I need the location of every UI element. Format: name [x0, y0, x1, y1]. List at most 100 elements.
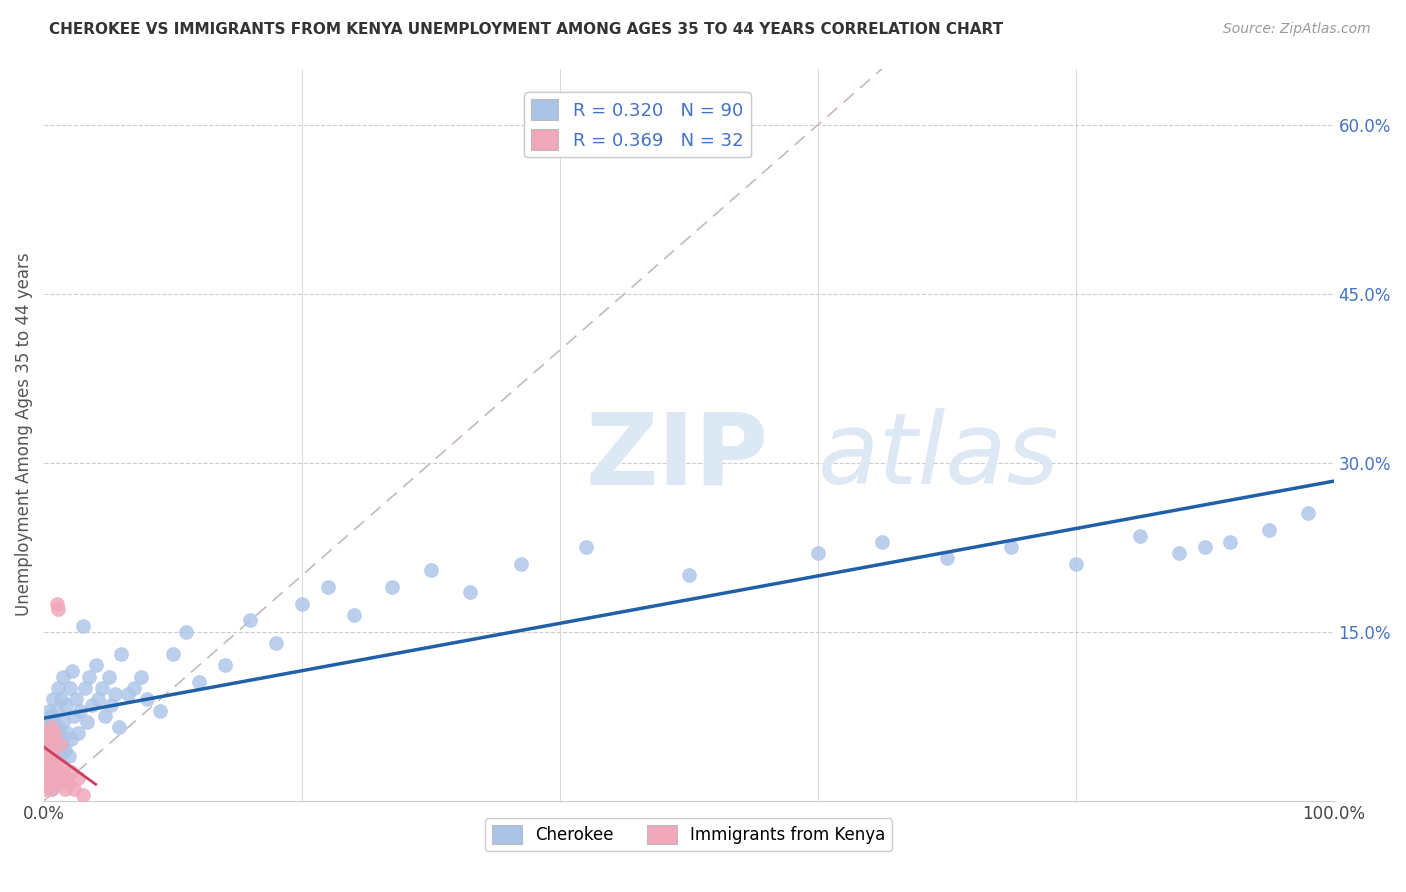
- Point: [38, 765, 60, 780]
- Point: [381, 580, 404, 594]
- Point: [48, 737, 70, 751]
- Point: [316, 580, 339, 594]
- Point: [58, 777, 80, 791]
- Point: [108, 720, 131, 734]
- Point: [55, 771, 77, 785]
- Point: [55, 698, 77, 712]
- Point: [46, 681, 69, 695]
- Point: [136, 692, 159, 706]
- Point: [44, 714, 66, 729]
- Point: [72, 788, 94, 802]
- Point: [62, 782, 84, 797]
- Y-axis label: Unemployment Among Ages 35 to 44 years: Unemployment Among Ages 35 to 44 years: [15, 252, 32, 616]
- Point: [87, 692, 110, 706]
- Point: [48, 748, 70, 763]
- Point: [34, 760, 56, 774]
- Point: [42, 692, 65, 706]
- Point: [35, 731, 58, 746]
- Point: [75, 681, 97, 695]
- Point: [49, 765, 72, 780]
- Point: [34, 731, 56, 746]
- Point: [342, 607, 364, 622]
- Point: [51, 737, 73, 751]
- Point: [41, 726, 63, 740]
- Point: [117, 687, 139, 701]
- Point: [52, 670, 75, 684]
- Point: [264, 636, 287, 650]
- Point: [41, 731, 63, 746]
- Point: [1167, 546, 1189, 560]
- Point: [41, 760, 63, 774]
- Point: [575, 540, 598, 554]
- Point: [37, 737, 59, 751]
- Point: [58, 748, 80, 763]
- Point: [46, 704, 69, 718]
- Point: [69, 704, 91, 718]
- Point: [39, 709, 62, 723]
- Point: [45, 731, 67, 746]
- Point: [35, 748, 58, 763]
- Point: [45, 754, 67, 768]
- Point: [42, 771, 65, 785]
- Point: [35, 771, 58, 785]
- Point: [162, 647, 184, 661]
- Point: [46, 720, 69, 734]
- Point: [66, 726, 89, 740]
- Point: [84, 658, 107, 673]
- Point: [39, 771, 62, 785]
- Point: [34, 748, 56, 763]
- Point: [52, 760, 75, 774]
- Point: [35, 726, 58, 740]
- Point: [420, 563, 443, 577]
- Point: [76, 714, 98, 729]
- Point: [1194, 540, 1216, 554]
- Point: [46, 737, 69, 751]
- Point: [239, 614, 262, 628]
- Point: [38, 704, 60, 718]
- Point: [678, 568, 700, 582]
- Point: [62, 709, 84, 723]
- Point: [72, 619, 94, 633]
- Point: [44, 777, 66, 791]
- Legend: R = 0.320   N = 90, R = 0.369   N = 32: R = 0.320 N = 90, R = 0.369 N = 32: [524, 92, 751, 157]
- Point: [458, 585, 481, 599]
- Point: [93, 709, 115, 723]
- Point: [39, 737, 62, 751]
- Point: [37, 720, 59, 734]
- Point: [60, 731, 83, 746]
- Point: [53, 782, 76, 797]
- Point: [37, 777, 59, 791]
- Point: [935, 551, 957, 566]
- Point: [77, 670, 100, 684]
- Point: [872, 534, 894, 549]
- Point: [110, 647, 132, 661]
- Point: [62, 664, 84, 678]
- Text: CHEROKEE VS IMMIGRANTS FROM KENYA UNEMPLOYMENT AMONG AGES 35 TO 44 YEARS CORRELA: CHEROKEE VS IMMIGRANTS FROM KENYA UNEMPL…: [49, 22, 1004, 37]
- Point: [124, 681, 146, 695]
- Point: [35, 760, 58, 774]
- Point: [45, 754, 67, 768]
- Point: [174, 624, 197, 639]
- Point: [56, 726, 79, 740]
- Point: [60, 765, 83, 780]
- Point: [34, 726, 56, 740]
- Point: [44, 748, 66, 763]
- Point: [1064, 557, 1087, 571]
- Point: [129, 670, 152, 684]
- Point: [44, 765, 66, 780]
- Point: [38, 754, 60, 768]
- Point: [42, 748, 65, 763]
- Point: [80, 698, 103, 712]
- Point: [1219, 534, 1241, 549]
- Point: [1296, 507, 1319, 521]
- Text: Source: ZipAtlas.com: Source: ZipAtlas.com: [1223, 22, 1371, 37]
- Point: [41, 760, 63, 774]
- Point: [42, 743, 65, 757]
- Point: [46, 602, 69, 616]
- Point: [34, 782, 56, 797]
- Point: [38, 743, 60, 757]
- Point: [46, 597, 69, 611]
- Point: [1258, 524, 1281, 538]
- Point: [1129, 529, 1152, 543]
- Text: atlas: atlas: [818, 408, 1060, 505]
